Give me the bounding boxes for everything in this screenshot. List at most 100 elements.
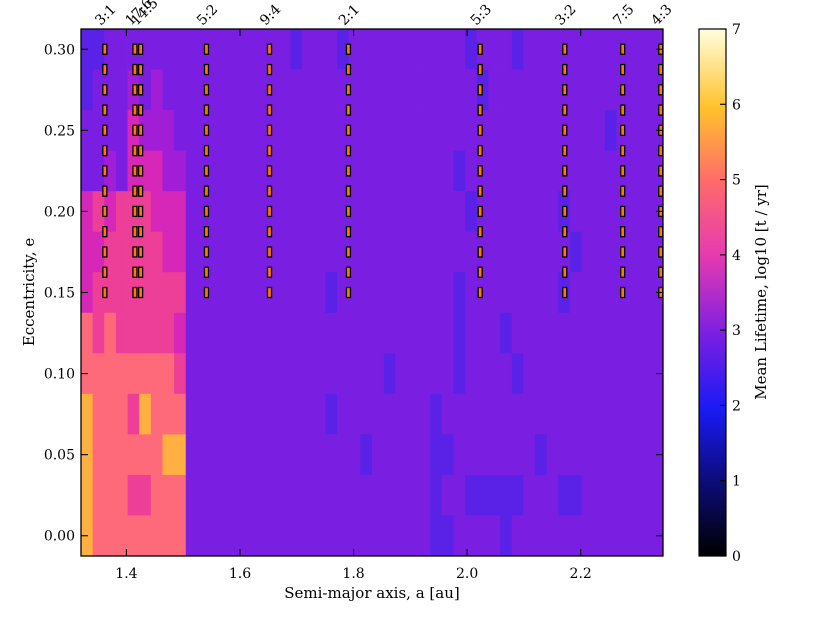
heatmap-cell xyxy=(220,474,233,516)
heatmap-cell xyxy=(500,353,513,395)
heatmap-cell xyxy=(511,69,524,111)
resonance-labels: 3:1 17:614:5 5:2 9:4 2:1 5:3 3:2 7:5 4:3 xyxy=(92,0,675,29)
heatmap-cell xyxy=(360,393,373,435)
heatmap-cell xyxy=(278,312,291,354)
heatmap-cell xyxy=(453,191,466,233)
heatmap-cell xyxy=(81,393,94,435)
heatmap-cell xyxy=(581,474,594,516)
heatmap-cell xyxy=(115,474,128,516)
heatmap-cell xyxy=(267,515,280,557)
heatmap-cell xyxy=(348,393,361,435)
heatmap-cell xyxy=(360,29,373,70)
heatmap-cell xyxy=(197,515,210,557)
heatmap-cell xyxy=(313,110,326,152)
resonance-marker xyxy=(345,43,352,55)
heatmap-cell xyxy=(581,272,594,314)
heatmap-cell xyxy=(500,393,513,435)
heatmap-cell xyxy=(628,29,641,70)
heatmap-cell xyxy=(267,69,280,111)
heatmap-cell xyxy=(325,110,338,152)
heatmap-cell xyxy=(150,312,163,354)
resonance-marker xyxy=(620,63,626,76)
heatmap-cell xyxy=(139,474,152,516)
heatmap-cell xyxy=(220,29,233,70)
heatmap-cell xyxy=(313,515,326,557)
heatmap-cell xyxy=(383,434,396,476)
heatmap-cell xyxy=(302,150,315,192)
heatmap-cell xyxy=(115,231,128,273)
heatmap-cell xyxy=(465,434,478,476)
heatmap-cell xyxy=(604,474,617,516)
heatmap-cell xyxy=(185,353,198,395)
heatmap-cell xyxy=(150,515,163,557)
heatmap-cell xyxy=(243,231,256,273)
heatmap-cell xyxy=(406,110,419,152)
heatmap-cell xyxy=(325,434,338,476)
heatmap-cell xyxy=(232,191,245,233)
heatmap-cell xyxy=(150,272,163,314)
heatmap-cell xyxy=(313,393,326,435)
heatmap-cell xyxy=(523,191,536,233)
heatmap-cell xyxy=(546,353,559,395)
heatmap-cell xyxy=(395,353,408,395)
resonance-marker xyxy=(137,144,144,157)
heatmap-cell xyxy=(302,515,315,557)
resonance-marker xyxy=(102,165,108,177)
heatmap-cell xyxy=(185,29,198,70)
y-axis-ticks: 0.00 0.05 0.10 0.15 0.20 0.25 0.30 xyxy=(44,42,663,545)
heatmap-cell xyxy=(430,29,443,70)
heatmap-cell xyxy=(418,312,431,354)
heatmap-cell xyxy=(546,474,559,516)
heatmap-cell xyxy=(267,191,280,233)
heatmap-cell xyxy=(604,150,617,192)
resonance-marker xyxy=(620,246,626,258)
heatmap-cell xyxy=(360,110,373,152)
heatmap-cell xyxy=(628,434,641,476)
resonance-marker xyxy=(658,104,664,116)
heatmap-cell xyxy=(569,191,582,233)
heatmap-cell xyxy=(337,29,350,70)
heatmap-cell xyxy=(278,110,291,152)
heatmap-cell xyxy=(174,231,187,273)
heatmap-cell xyxy=(476,474,489,516)
resonance-marker xyxy=(132,226,138,238)
heatmap-cell xyxy=(255,515,268,557)
heatmap-cell xyxy=(593,353,606,395)
heatmap-cell xyxy=(476,353,489,395)
heatmap-cell xyxy=(372,312,385,354)
heatmap-cell xyxy=(488,272,501,314)
heatmap-cell xyxy=(465,231,478,273)
heatmap-cell xyxy=(278,29,291,70)
heatmap-cell xyxy=(628,191,641,233)
heatmap-cell xyxy=(406,474,419,516)
heatmap-cell xyxy=(511,272,524,314)
heatmap-cell xyxy=(104,312,117,354)
colorbar-tick-label: 7 xyxy=(732,22,741,38)
heatmap-cell xyxy=(278,353,291,395)
heatmap-cell xyxy=(220,150,233,192)
heatmap-cell xyxy=(546,29,559,70)
resonance-marker xyxy=(132,266,138,278)
heatmap-cell xyxy=(593,393,606,435)
heatmap-cell xyxy=(220,353,233,395)
resonance-marker xyxy=(477,144,483,157)
colorbar-label: Mean Lifetime, log10 [t / yr] xyxy=(752,184,770,400)
heatmap-cell xyxy=(243,353,256,395)
heatmap-cell xyxy=(628,474,641,516)
heatmap-cell xyxy=(441,474,454,516)
heatmap-cell xyxy=(360,191,373,233)
heatmap-cell xyxy=(232,110,245,152)
heatmap-cell xyxy=(511,434,524,476)
x-tick-label: 1.6 xyxy=(229,566,251,582)
heatmap-cell xyxy=(639,29,652,70)
heatmap-cell xyxy=(465,312,478,354)
heatmap-cell xyxy=(534,353,547,395)
heatmap-cell xyxy=(209,110,222,152)
heatmap-cell xyxy=(174,312,187,354)
heatmap-cell xyxy=(360,515,373,557)
heatmap-cell xyxy=(465,393,478,435)
resonance-marker xyxy=(345,104,352,116)
heatmap-cell xyxy=(104,110,117,152)
heatmap-cell xyxy=(150,474,163,516)
